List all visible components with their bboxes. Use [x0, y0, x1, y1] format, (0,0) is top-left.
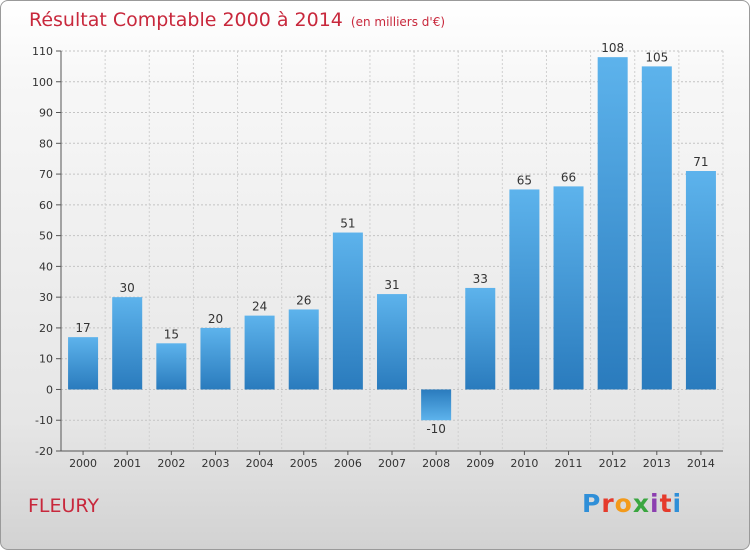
bar-2009: [465, 287, 496, 390]
x-tick-label: 2014: [687, 457, 715, 470]
bar-value-label: 30: [120, 281, 135, 295]
bar-2008: [421, 389, 452, 421]
y-tick-label: 100: [32, 76, 53, 89]
logo-letter: x: [632, 489, 650, 518]
bar-value-label: 26: [296, 293, 311, 307]
x-tick-label: 2011: [555, 457, 583, 470]
x-tick-label: 2005: [290, 457, 318, 470]
logo-letter: i: [650, 489, 660, 518]
bar-value-label: 71: [693, 155, 708, 169]
bar-2012: [597, 57, 628, 390]
proxiti-logo: Proxiti: [582, 489, 682, 518]
y-tick-label: 20: [39, 322, 53, 335]
y-tick-label: 90: [39, 107, 53, 120]
bar-2007: [376, 294, 408, 390]
bar-2002: [156, 343, 187, 390]
bar-value-label: 33: [473, 272, 488, 286]
x-tick-label: 2013: [643, 457, 671, 470]
y-tick-label: 40: [39, 260, 53, 273]
y-tick-label: -20: [35, 445, 53, 458]
y-tick-label: 30: [39, 291, 53, 304]
x-tick-label: 2002: [157, 457, 185, 470]
bar-2014: [685, 171, 716, 390]
bar-value-label: 24: [252, 300, 267, 314]
x-tick-label: 2001: [113, 457, 141, 470]
y-tick-label: 80: [39, 137, 53, 150]
bar-2006: [332, 232, 363, 390]
axes: -20 -10 0 10 20 30 40 50 60 70 80 90 100 110 2000 2001 2…: [32, 45, 723, 470]
grid-lines: [60, 50, 724, 452]
commune-name: FLEURY: [28, 495, 100, 517]
bar-2000: [68, 337, 99, 390]
bar-value-label: 17: [75, 321, 90, 335]
bar-2013: [641, 66, 672, 390]
bar-value-label: 51: [340, 217, 355, 231]
x-tick-label: 2006: [334, 457, 362, 470]
bar-value-label: 65: [517, 173, 532, 187]
bar-2004: [244, 315, 275, 390]
y-tick-label: -10: [35, 414, 53, 427]
x-tick-label: 2009: [466, 457, 494, 470]
x-tick-label: 2008: [422, 457, 450, 470]
bar-value-label: -10: [426, 422, 446, 436]
y-tick-label: 110: [32, 45, 53, 58]
logo-letter: o: [614, 489, 633, 518]
x-tick-label: 2012: [599, 457, 627, 470]
bar-value-label: 31: [384, 278, 399, 292]
y-tick-label: 60: [39, 199, 53, 212]
bar-2003: [200, 327, 231, 390]
x-tick-label: 2003: [201, 457, 229, 470]
bar-2010: [509, 189, 540, 390]
bar-value-label: 108: [601, 41, 624, 55]
logo-letter: r: [601, 489, 615, 518]
y-tick-label: 10: [39, 353, 53, 366]
bars: [68, 57, 716, 421]
value-labels: 17 30 15 20 24 26 51 31 -10 33 65 66 108 105 71: [75, 41, 708, 436]
y-tick-label: 70: [39, 168, 53, 181]
bar-value-label: 20: [208, 312, 223, 326]
chart-subtitle: (en milliers d'€): [350, 15, 446, 29]
logo-letter: i: [672, 489, 683, 518]
x-tick-label: 2000: [69, 457, 97, 470]
x-tick-label: 2007: [378, 457, 406, 470]
bar-2001: [112, 297, 143, 390]
bar-2011: [553, 186, 584, 390]
bar-value-label: 15: [164, 327, 179, 341]
x-tick-label: 2010: [510, 457, 538, 470]
bar-value-label: 66: [561, 170, 576, 184]
logo-letter: P: [582, 489, 602, 518]
x-tick-label: 2004: [246, 457, 274, 470]
y-tick-label: 0: [46, 383, 53, 396]
chart-title: Résultat Comptable 2000 à 2014 (en millie…: [29, 9, 445, 31]
bar-2005: [288, 309, 319, 390]
chart-title-text: Résultat Comptable 2000 à 2014: [29, 9, 343, 31]
bar-value-label: 105: [645, 50, 668, 64]
logo-letter: t: [659, 489, 673, 518]
y-tick-label: 50: [39, 230, 53, 243]
